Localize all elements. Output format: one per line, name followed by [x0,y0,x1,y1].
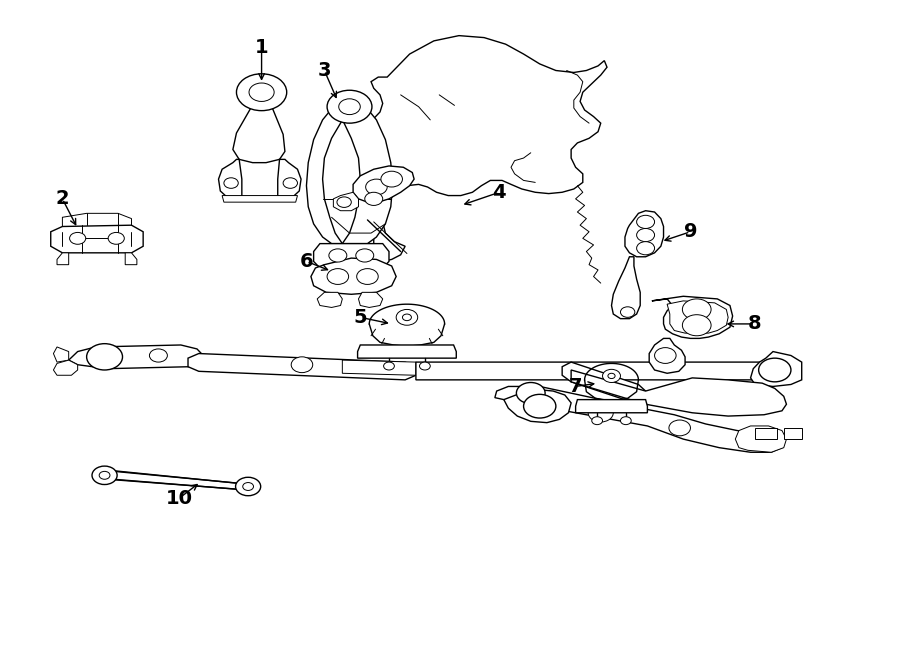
Circle shape [682,315,711,336]
Circle shape [524,395,556,418]
Circle shape [381,171,402,187]
Polygon shape [784,428,802,439]
Circle shape [237,74,287,110]
Circle shape [759,358,791,382]
Circle shape [149,349,167,362]
Circle shape [356,249,373,262]
Text: 4: 4 [492,183,506,202]
Circle shape [236,477,261,496]
Polygon shape [317,292,342,307]
Circle shape [224,178,238,188]
Circle shape [338,98,360,114]
Polygon shape [751,352,802,387]
Circle shape [69,233,86,245]
Polygon shape [68,345,203,369]
Circle shape [620,307,634,317]
Polygon shape [667,301,728,333]
Circle shape [608,373,615,379]
Polygon shape [358,292,382,307]
Circle shape [328,249,346,262]
Circle shape [636,215,654,229]
Polygon shape [342,360,416,375]
Polygon shape [416,362,787,380]
Polygon shape [278,159,302,199]
Circle shape [620,416,631,424]
Text: 1: 1 [255,38,268,57]
Polygon shape [353,166,414,202]
Text: 9: 9 [684,222,698,241]
Polygon shape [649,338,685,373]
Circle shape [108,233,124,245]
Polygon shape [495,387,782,452]
Polygon shape [342,106,392,244]
Polygon shape [219,159,242,199]
Circle shape [99,471,110,479]
Circle shape [419,362,430,370]
Polygon shape [356,36,607,261]
Polygon shape [107,471,246,490]
Polygon shape [310,258,396,294]
Circle shape [682,299,711,320]
Polygon shape [313,244,389,268]
Polygon shape [611,256,640,319]
Circle shape [292,357,312,373]
Circle shape [327,268,348,284]
Polygon shape [333,192,358,211]
Circle shape [365,179,387,195]
Polygon shape [306,106,346,244]
Circle shape [92,466,117,485]
Text: 10: 10 [166,489,193,508]
Circle shape [243,483,254,490]
Polygon shape [125,253,137,264]
Circle shape [86,344,122,370]
Circle shape [402,314,411,321]
Text: 5: 5 [354,308,367,327]
Text: 6: 6 [300,252,313,271]
Polygon shape [576,400,647,412]
Circle shape [364,192,382,206]
Circle shape [602,369,620,383]
Circle shape [396,309,418,325]
Circle shape [356,268,378,284]
Polygon shape [57,253,68,264]
Circle shape [249,83,274,101]
Circle shape [636,242,654,254]
Circle shape [337,197,351,208]
Text: 7: 7 [569,377,582,396]
Circle shape [636,229,654,242]
Circle shape [327,91,372,123]
Circle shape [592,416,602,424]
Polygon shape [572,370,787,416]
Polygon shape [50,225,143,253]
Circle shape [589,404,613,422]
Circle shape [284,178,298,188]
Circle shape [654,348,676,364]
Polygon shape [735,426,787,452]
Polygon shape [53,360,77,375]
Text: 8: 8 [748,315,762,333]
Circle shape [669,420,690,436]
Polygon shape [625,211,663,256]
Polygon shape [755,428,778,439]
Text: 3: 3 [318,61,331,80]
Polygon shape [53,347,68,362]
Circle shape [517,383,545,404]
Polygon shape [357,345,456,358]
Text: 2: 2 [56,189,69,208]
Polygon shape [233,108,285,163]
Circle shape [383,362,394,370]
Polygon shape [188,354,416,380]
Polygon shape [562,362,645,405]
Polygon shape [652,296,733,338]
Polygon shape [222,196,298,202]
Polygon shape [504,390,572,422]
